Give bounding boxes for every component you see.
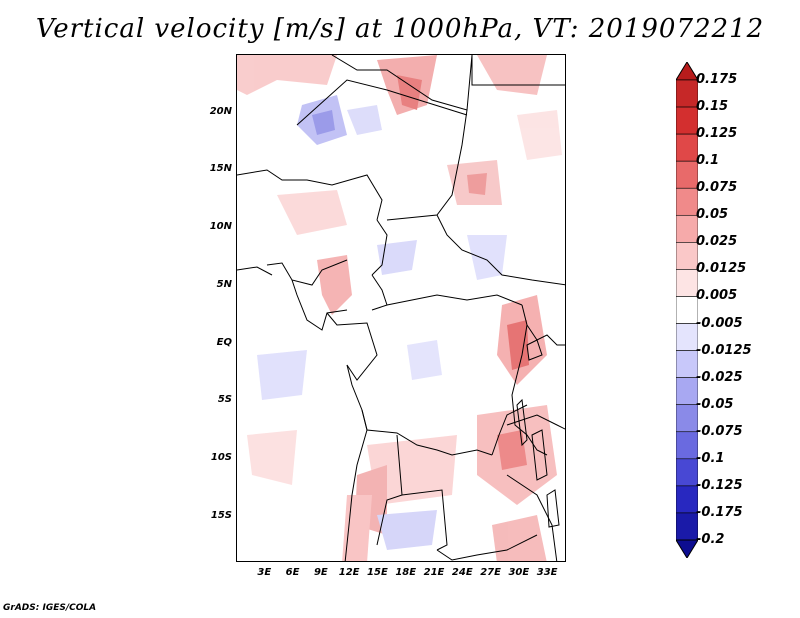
latitude-tick-label: 10N bbox=[209, 221, 232, 233]
colorbar-segment bbox=[676, 350, 698, 378]
colorbar bbox=[676, 62, 698, 558]
colorbar-tick-label: -0.075 bbox=[696, 423, 743, 439]
colorbar-segment bbox=[676, 160, 698, 189]
colorbar-tick-label: 0.15 bbox=[696, 99, 729, 115]
latitude-tick-label: EQ bbox=[216, 336, 232, 348]
longitude-tick-label: 3E bbox=[257, 567, 272, 578]
colorbar-tick-label: -0.005 bbox=[696, 315, 743, 331]
longitude-tick-label: 24E bbox=[451, 567, 473, 578]
velocity-field bbox=[237, 55, 562, 561]
longitude-tick-label: 12E bbox=[338, 567, 360, 578]
colorbar-tick-label: 0.125 bbox=[696, 126, 738, 142]
colorbar-segment bbox=[676, 404, 698, 433]
colorbar-segment bbox=[676, 133, 698, 162]
colorbar-tick-label: 0.05 bbox=[696, 207, 729, 223]
colorbar-segment bbox=[676, 242, 698, 270]
colorbar-max-arrow bbox=[676, 62, 698, 81]
lakes bbox=[516, 339, 560, 528]
longitude-tick-label: 21E bbox=[423, 567, 445, 578]
longitude-tick-label: 9E bbox=[313, 567, 328, 578]
colorbar-segment bbox=[676, 431, 698, 460]
colorbar-segment bbox=[676, 485, 698, 514]
colorbar-tick-label: -0.025 bbox=[696, 369, 743, 385]
colorbar-segment bbox=[676, 296, 698, 324]
colorbar-segment bbox=[676, 79, 698, 108]
colorbar-tick-label: -0.125 bbox=[696, 477, 743, 493]
longitude-tick-label: 18E bbox=[395, 567, 417, 578]
colorbar-tick-label: -0.175 bbox=[696, 504, 743, 520]
latitude-tick-label: 15N bbox=[209, 163, 232, 175]
colorbar-tick-label: 0.0125 bbox=[696, 261, 747, 277]
longitude-tick-label: 33E bbox=[536, 567, 558, 578]
colorbar-tick-label: 0.1 bbox=[696, 153, 720, 169]
latitude-tick-label: 10S bbox=[210, 452, 232, 464]
latitude-tick-label: 15S bbox=[210, 509, 232, 521]
colorbar-tick-label: -0.05 bbox=[696, 396, 734, 412]
colorbar-segment bbox=[676, 377, 698, 406]
colorbar-tick-label: 0.025 bbox=[696, 234, 738, 250]
longitude-tick-label: 15E bbox=[367, 567, 388, 578]
country-borders bbox=[237, 55, 565, 561]
colorbar-tick-label: -0.2 bbox=[696, 532, 725, 547]
latitude-tick-label: 5S bbox=[217, 394, 232, 406]
colorbar-tick-label: -0.0125 bbox=[696, 342, 752, 358]
colorbar-segment bbox=[676, 106, 698, 135]
footer-credit: GrADS: IGES/COLA bbox=[3, 603, 97, 613]
colorbar-segment bbox=[676, 269, 698, 297]
colorbar-tick-label: 0.005 bbox=[696, 288, 738, 304]
longitude-tick-label: 27E bbox=[480, 567, 501, 578]
map-canvas bbox=[237, 55, 565, 561]
colorbar-tick-label: -0.1 bbox=[696, 450, 725, 466]
colorbar-segment bbox=[676, 512, 698, 541]
map-title: Vertical velocity [m/s] at 1000hPa, VT: … bbox=[35, 14, 765, 44]
colorbar-segment bbox=[676, 458, 698, 487]
colorbar-min-arrow bbox=[676, 539, 698, 558]
colorbar-segment bbox=[676, 214, 698, 243]
longitude-tick-label: 6E bbox=[285, 567, 300, 578]
latitude-tick-label: 5N bbox=[216, 278, 232, 290]
map-panel bbox=[236, 54, 566, 562]
latitude-tick-label: 20N bbox=[209, 105, 232, 117]
colorbar-tick-label: 0.075 bbox=[696, 180, 738, 196]
colorbar-segment bbox=[676, 187, 698, 216]
longitude-tick-label: 30E bbox=[508, 567, 530, 578]
colorbar-tick-label: 0.175 bbox=[696, 72, 738, 87]
colorbar-segment bbox=[676, 323, 698, 351]
